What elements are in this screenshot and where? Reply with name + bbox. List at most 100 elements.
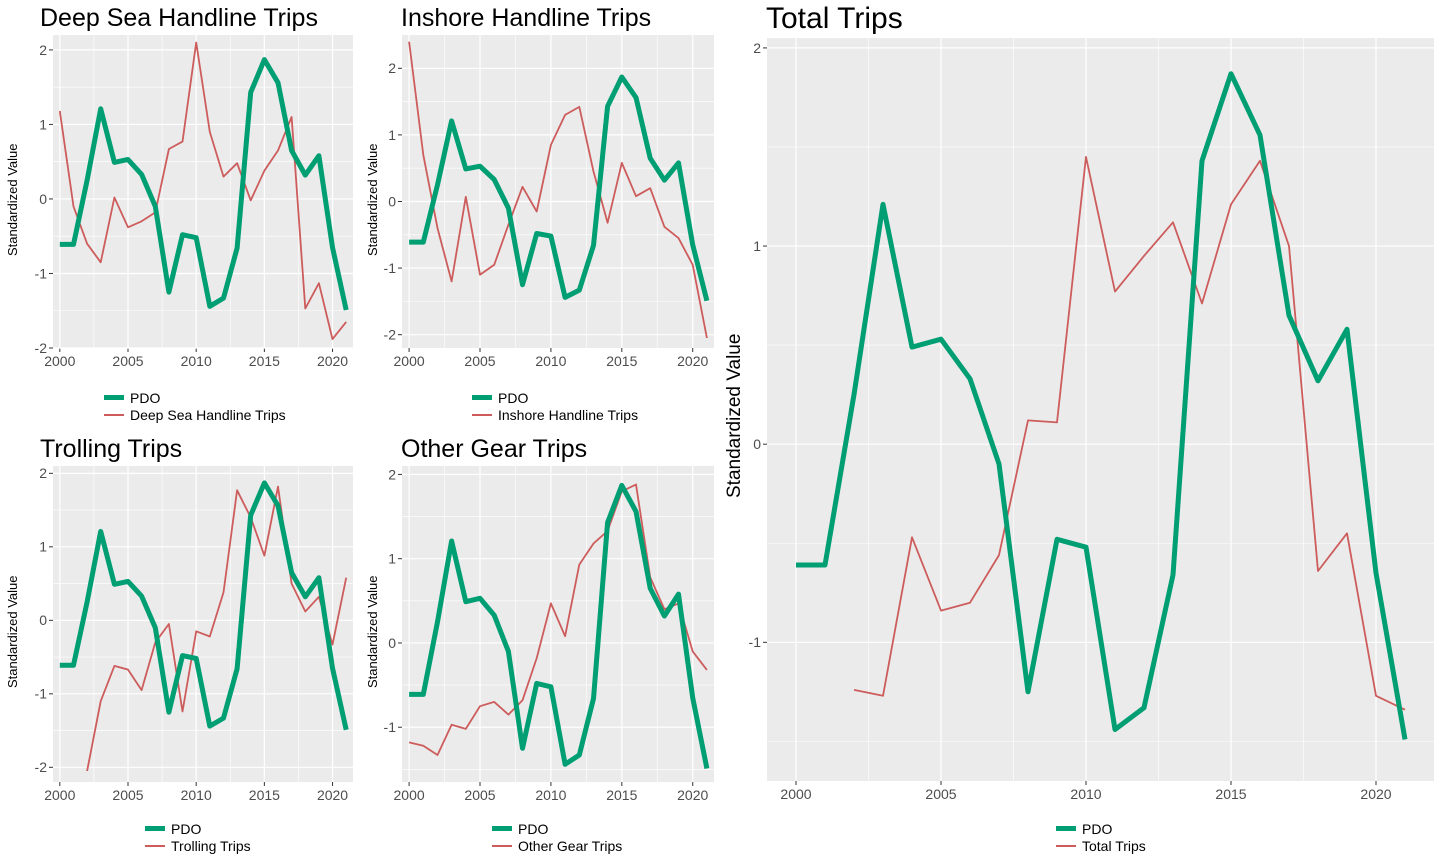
series-line-trips bbox=[86, 485, 348, 772]
y-tick-label: 2 bbox=[39, 465, 47, 481]
legend-item-trips: Trolling Trips bbox=[145, 837, 251, 854]
x-tick-label: 2020 bbox=[317, 787, 348, 803]
y-tick-label: -1 bbox=[35, 686, 48, 702]
x-tick-label: 2015 bbox=[606, 787, 637, 803]
x-tick-label: 2010 bbox=[535, 353, 566, 369]
x-tick-label: 2005 bbox=[464, 787, 495, 803]
y-tick-label: 0 bbox=[39, 612, 47, 628]
plot-background bbox=[402, 35, 714, 348]
legend-key-pdo bbox=[145, 826, 165, 831]
series-line-pdo bbox=[59, 57, 349, 311]
x-tick-label: 2020 bbox=[677, 787, 708, 803]
x-tick-label: 2000 bbox=[394, 787, 425, 803]
legend-key-trips bbox=[1056, 844, 1076, 847]
plot-background bbox=[53, 466, 353, 782]
y-tick-label: -1 bbox=[384, 260, 397, 276]
legend-key-trips bbox=[492, 844, 512, 847]
legend-label-pdo: PDO bbox=[518, 820, 549, 837]
x-tick-label: 2005 bbox=[112, 787, 143, 803]
x-tick-label: 2015 bbox=[249, 353, 280, 369]
y-tick-label: 1 bbox=[388, 551, 396, 567]
x-tick-label: 2015 bbox=[249, 787, 280, 803]
legend-item-trips: Total Trips bbox=[1056, 837, 1146, 854]
legend-key-trips bbox=[472, 413, 492, 416]
y-tick-label: 2 bbox=[39, 42, 47, 58]
y-tick-label: -2 bbox=[35, 340, 48, 356]
x-tick-label: 2015 bbox=[1215, 786, 1246, 802]
series-line-trips bbox=[408, 41, 708, 339]
y-tick-label: 0 bbox=[39, 191, 47, 207]
legend-label-pdo: PDO bbox=[1082, 820, 1113, 837]
y-tick-label: -2 bbox=[35, 759, 48, 775]
series-line-pdo bbox=[409, 74, 710, 302]
y-tick-label: -1 bbox=[35, 265, 48, 281]
legend-item-pdo: PDO bbox=[472, 389, 638, 406]
legend-label-trips: Deep Sea Handline Trips bbox=[130, 406, 286, 423]
x-tick-label: 2020 bbox=[317, 353, 348, 369]
x-tick-label: 2010 bbox=[1070, 786, 1101, 802]
chart-svg: 2000 2005 2010 2015 2020 -1 0 1 2 bbox=[384, 466, 714, 803]
y-tick-label: 2 bbox=[388, 466, 396, 482]
x-tick-label: 2000 bbox=[394, 353, 425, 369]
legend-label-trips: Trolling Trips bbox=[171, 837, 251, 854]
x-tick-label: 2010 bbox=[181, 353, 212, 369]
x-tick-label: 2000 bbox=[44, 787, 75, 803]
x-tick-label: 2010 bbox=[181, 787, 212, 803]
x-tick-label: 2000 bbox=[780, 786, 811, 802]
x-tick-label: 2020 bbox=[1360, 786, 1391, 802]
legend-key-trips bbox=[145, 844, 165, 847]
chart-legend: PDO Total Trips bbox=[1056, 820, 1146, 854]
legend-label-trips: Inshore Handline Trips bbox=[498, 406, 639, 423]
y-tick-label: 1 bbox=[388, 127, 396, 143]
chart-svg: 2000 2005 2010 2015 2020 -2 -1 0 1 2 bbox=[35, 35, 353, 369]
y-tick-label: -1 bbox=[749, 634, 762, 650]
chart-title: Deep Sea Handline Trips bbox=[40, 4, 318, 32]
series-line-trips bbox=[408, 483, 708, 756]
chart-title: Other Gear Trips bbox=[401, 435, 588, 463]
legend-label-pdo: PDO bbox=[130, 389, 161, 406]
legend-item-pdo: PDO bbox=[492, 820, 622, 837]
series-line-pdo bbox=[796, 71, 1408, 740]
y-tick-label: 1 bbox=[753, 238, 761, 254]
y-tick-label: 2 bbox=[388, 60, 396, 76]
legend-item-trips: Deep Sea Handline Trips bbox=[104, 406, 286, 423]
legend-label-pdo: PDO bbox=[171, 820, 202, 837]
y-tick-label: 0 bbox=[388, 635, 396, 651]
y-tick-label: -2 bbox=[384, 327, 397, 343]
legend-key-pdo bbox=[104, 395, 124, 400]
legend-label-pdo: PDO bbox=[498, 389, 529, 406]
legend-item-trips: Inshore Handline Trips bbox=[472, 406, 638, 423]
x-tick-label: 2010 bbox=[535, 787, 566, 803]
x-tick-label: 2005 bbox=[464, 353, 495, 369]
y-tick-label: -1 bbox=[384, 719, 397, 735]
series-line-trips bbox=[58, 41, 347, 341]
legend-label-trips: Other Gear Trips bbox=[518, 837, 623, 854]
legend-key-pdo bbox=[1056, 826, 1076, 831]
chart-legend: PDO Other Gear Trips bbox=[492, 820, 622, 854]
chart-svg: 2000 2005 2010 2015 2020 -1 0 1 2 bbox=[749, 38, 1434, 802]
legend-label-trips: Total Trips bbox=[1082, 837, 1146, 854]
chart-title: Total Trips bbox=[766, 2, 903, 35]
legend-key-trips bbox=[104, 413, 124, 416]
legend-item-trips: Other Gear Trips bbox=[492, 837, 622, 854]
y-tick-label: 2 bbox=[753, 40, 761, 56]
x-tick-label: 2020 bbox=[677, 353, 708, 369]
y-tick-label: 1 bbox=[39, 539, 47, 555]
x-tick-label: 2000 bbox=[44, 353, 75, 369]
x-tick-label: 2015 bbox=[606, 353, 637, 369]
x-tick-label: 2005 bbox=[925, 786, 956, 802]
x-tick-label: 2005 bbox=[112, 353, 143, 369]
chart-title: Trolling Trips bbox=[40, 435, 183, 463]
chart-legend: PDO Trolling Trips bbox=[145, 820, 251, 854]
chart-legend: PDO Deep Sea Handline Trips bbox=[104, 389, 286, 423]
legend-key-pdo bbox=[472, 395, 492, 400]
series-line-pdo bbox=[409, 482, 710, 769]
legend-key-pdo bbox=[492, 826, 512, 831]
plot-background bbox=[767, 38, 1434, 781]
chart-svg: 2000 2005 2010 2015 2020 -2 -1 0 1 2 bbox=[384, 35, 714, 369]
series-line-trips bbox=[853, 155, 1406, 711]
y-tick-label: 0 bbox=[753, 436, 761, 452]
chart-legend: PDO Inshore Handline Trips bbox=[472, 389, 638, 423]
y-tick-label: 0 bbox=[388, 193, 396, 209]
legend-item-pdo: PDO bbox=[1056, 820, 1146, 837]
